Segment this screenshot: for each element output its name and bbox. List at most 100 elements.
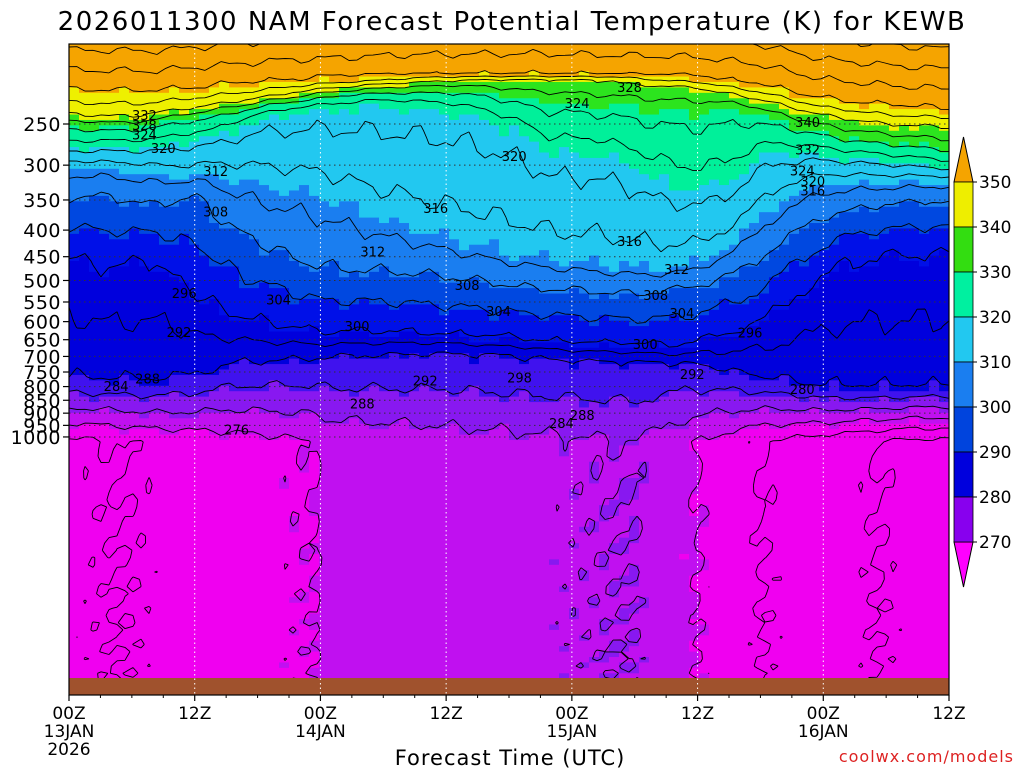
contour-band-cell — [629, 646, 640, 664]
contour-band-cell — [289, 98, 300, 105]
contour-band-cell — [69, 429, 80, 695]
contour-band-cell — [149, 412, 160, 430]
contour-band-cell — [759, 320, 770, 381]
contour-band-cell — [629, 629, 640, 647]
contour-band-cell — [699, 635, 710, 674]
contour-band-cell — [529, 402, 540, 436]
colorbar-segment — [953, 361, 974, 408]
contour-band-cell — [729, 44, 740, 83]
contour-band-cell — [169, 179, 180, 208]
contour-band-cell — [809, 385, 820, 398]
contour-band-cell — [569, 548, 580, 609]
contour-band-cell — [309, 591, 320, 615]
contour-band-cell — [689, 619, 700, 626]
contour-band-cell — [559, 673, 570, 680]
contour-band-cell — [619, 163, 630, 262]
contour-band-cell — [469, 342, 480, 365]
contour-band-cell — [89, 130, 100, 148]
contour-band-cell — [549, 44, 560, 78]
contour-band-cell — [259, 282, 270, 316]
credit-link[interactable]: coolwx.com/models — [839, 747, 1014, 766]
contour-band-cell — [569, 619, 580, 691]
contour-band-cell — [569, 488, 580, 501]
contour-band-cell — [519, 136, 530, 257]
contour-band-cell — [799, 412, 810, 425]
contour-band-cell — [619, 81, 630, 105]
contour-band-cell — [669, 44, 680, 78]
contour-band-cell — [199, 114, 210, 137]
contour-band-cell — [829, 44, 840, 99]
contour-band-cell — [859, 402, 870, 409]
contour-band-cell — [479, 342, 490, 354]
contour-band-cell — [799, 402, 810, 414]
contour-band-cell — [499, 309, 510, 338]
contour-band-cell — [399, 223, 410, 278]
contour-band-cell — [689, 44, 700, 83]
contour-band-cell — [639, 597, 650, 609]
contour-band-cell — [629, 662, 640, 674]
contour-band-cell — [639, 434, 650, 463]
contour-band-cell — [929, 185, 940, 208]
contour-band-cell — [679, 391, 690, 430]
contour-band-cell — [769, 212, 780, 251]
contour-band-cell — [179, 179, 190, 202]
contour-label: 280 — [790, 383, 815, 398]
contour-label: 316 — [423, 202, 448, 217]
contour-band-cell — [709, 369, 720, 392]
contour-band-cell — [469, 277, 480, 311]
contour-band-cell — [669, 391, 680, 430]
contour-band-cell — [249, 434, 260, 695]
contour-band-cell — [309, 613, 320, 631]
contour-band-cell — [349, 81, 360, 88]
contour-band-cell — [819, 402, 830, 414]
contour-band-cell — [369, 44, 380, 78]
contour-band-cell — [819, 412, 830, 425]
contour-band-cell — [289, 532, 300, 598]
contour-band-cell — [919, 44, 930, 110]
contour-band-cell — [619, 662, 630, 674]
contour-band-cell — [599, 109, 610, 159]
contour-band-cell — [609, 657, 620, 674]
contour-band-cell — [99, 380, 110, 398]
y-tick-label: 800 — [23, 377, 61, 399]
contour-band-cell — [609, 364, 620, 398]
contour-band-cell — [299, 564, 310, 593]
contour-band-cell — [639, 662, 650, 685]
contour-band-cell — [859, 109, 870, 126]
contour-band-cell — [439, 391, 450, 430]
contour-band-cell — [569, 152, 580, 262]
contour-band-cell — [399, 87, 410, 94]
contour-band-cell — [709, 440, 720, 695]
contour-band-cell — [389, 217, 400, 278]
contour-band-cell — [569, 608, 580, 620]
contour-band-cell — [159, 271, 170, 387]
contour-band-cell — [369, 336, 380, 360]
contour-band-cell — [829, 217, 840, 246]
contour-band-cell — [609, 152, 620, 273]
contour-band-cell — [819, 98, 830, 116]
contour-band-cell — [619, 396, 630, 447]
contour-band-cell — [599, 76, 610, 83]
contour-band-cell — [159, 119, 170, 148]
contour-band-cell — [159, 147, 170, 175]
contour-band-cell — [589, 76, 600, 83]
contour-band-cell — [719, 185, 730, 251]
contour-band-cell — [499, 81, 510, 99]
contour-line — [69, 48, 949, 90]
contour-band-cell — [129, 201, 140, 230]
contour-band-cell — [369, 304, 380, 338]
contour-band-cell — [929, 407, 940, 425]
contour-band-cell — [639, 174, 650, 262]
contour-band-cell — [789, 233, 800, 262]
contour-band-cell — [799, 298, 810, 387]
contour-band-cell — [879, 125, 890, 143]
contour-band-cell — [519, 98, 530, 137]
contour-band-cell — [519, 315, 530, 343]
contour-band-cell — [159, 244, 170, 273]
contour-band-cell — [89, 380, 100, 403]
contour-band-cell — [899, 109, 910, 126]
contour-band-cell — [659, 320, 670, 349]
contour-band-cell — [289, 358, 300, 392]
contour-band-cell — [629, 478, 640, 501]
contour-band-cell — [549, 103, 560, 159]
